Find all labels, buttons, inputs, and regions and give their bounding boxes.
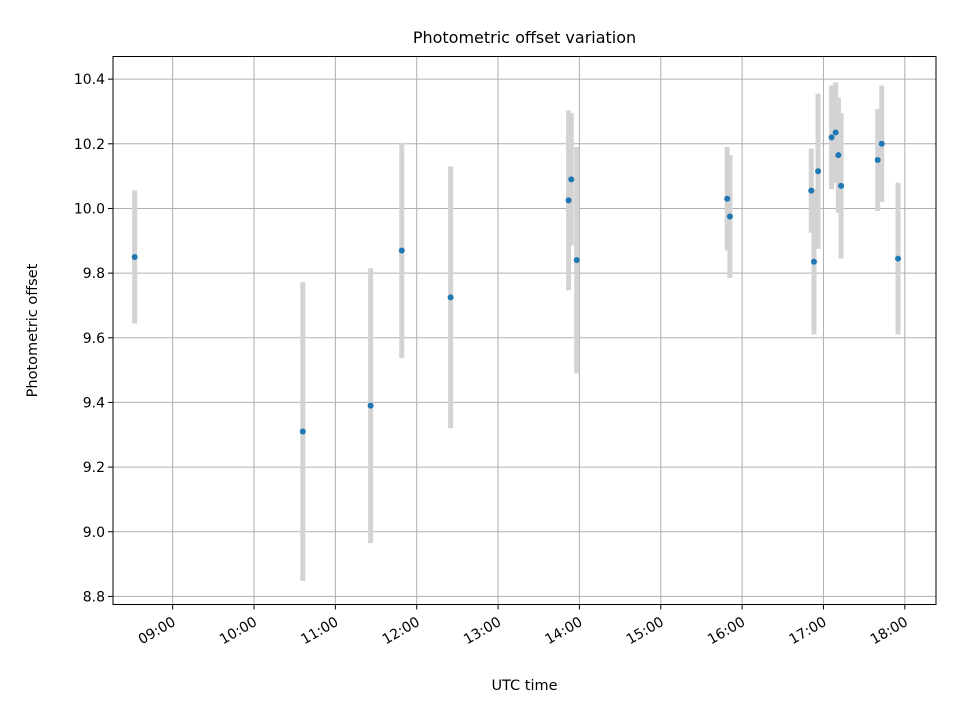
data-point	[815, 168, 822, 175]
data-point	[828, 134, 835, 141]
y-tick-label: 9.8	[83, 266, 105, 282]
data-point	[895, 255, 902, 262]
y-axis: 8.8 9.0 9.2 9.4 9.6 9.8 10.0 10.2 10.4	[74, 72, 113, 605]
y-tick-label: 9.2	[83, 460, 105, 476]
data-point	[568, 176, 575, 183]
data-point	[874, 156, 881, 163]
data-point	[726, 213, 733, 220]
y-tick-label: 10.2	[74, 137, 105, 153]
y-axis-label: Photometric offset	[25, 263, 41, 397]
data-point	[573, 257, 580, 264]
plot-frame	[112, 56, 937, 605]
data-point	[838, 182, 845, 189]
data-points	[131, 129, 902, 435]
data-point	[835, 152, 842, 159]
data-point	[447, 294, 454, 301]
data-point	[808, 187, 815, 194]
y-tick-label: 8.8	[83, 589, 105, 605]
data-point	[878, 140, 885, 147]
chart-title: Photometric offset variation	[413, 28, 636, 47]
data-point	[367, 402, 374, 409]
y-tick-label: 9.6	[83, 331, 105, 347]
data-point	[724, 195, 731, 202]
y-tick-label: 10.4	[74, 72, 105, 88]
x-axis-label: UTC time	[491, 678, 557, 694]
y-tick-label: 10.0	[74, 201, 105, 217]
y-tick-label: 9.0	[83, 525, 105, 541]
data-point	[131, 253, 138, 260]
data-point	[810, 258, 817, 265]
data-point	[299, 428, 306, 435]
data-point	[398, 247, 405, 254]
y-tick-label: 9.4	[83, 395, 105, 411]
data-point	[832, 129, 839, 136]
data-point	[565, 197, 572, 204]
grid-lines	[113, 56, 936, 605]
